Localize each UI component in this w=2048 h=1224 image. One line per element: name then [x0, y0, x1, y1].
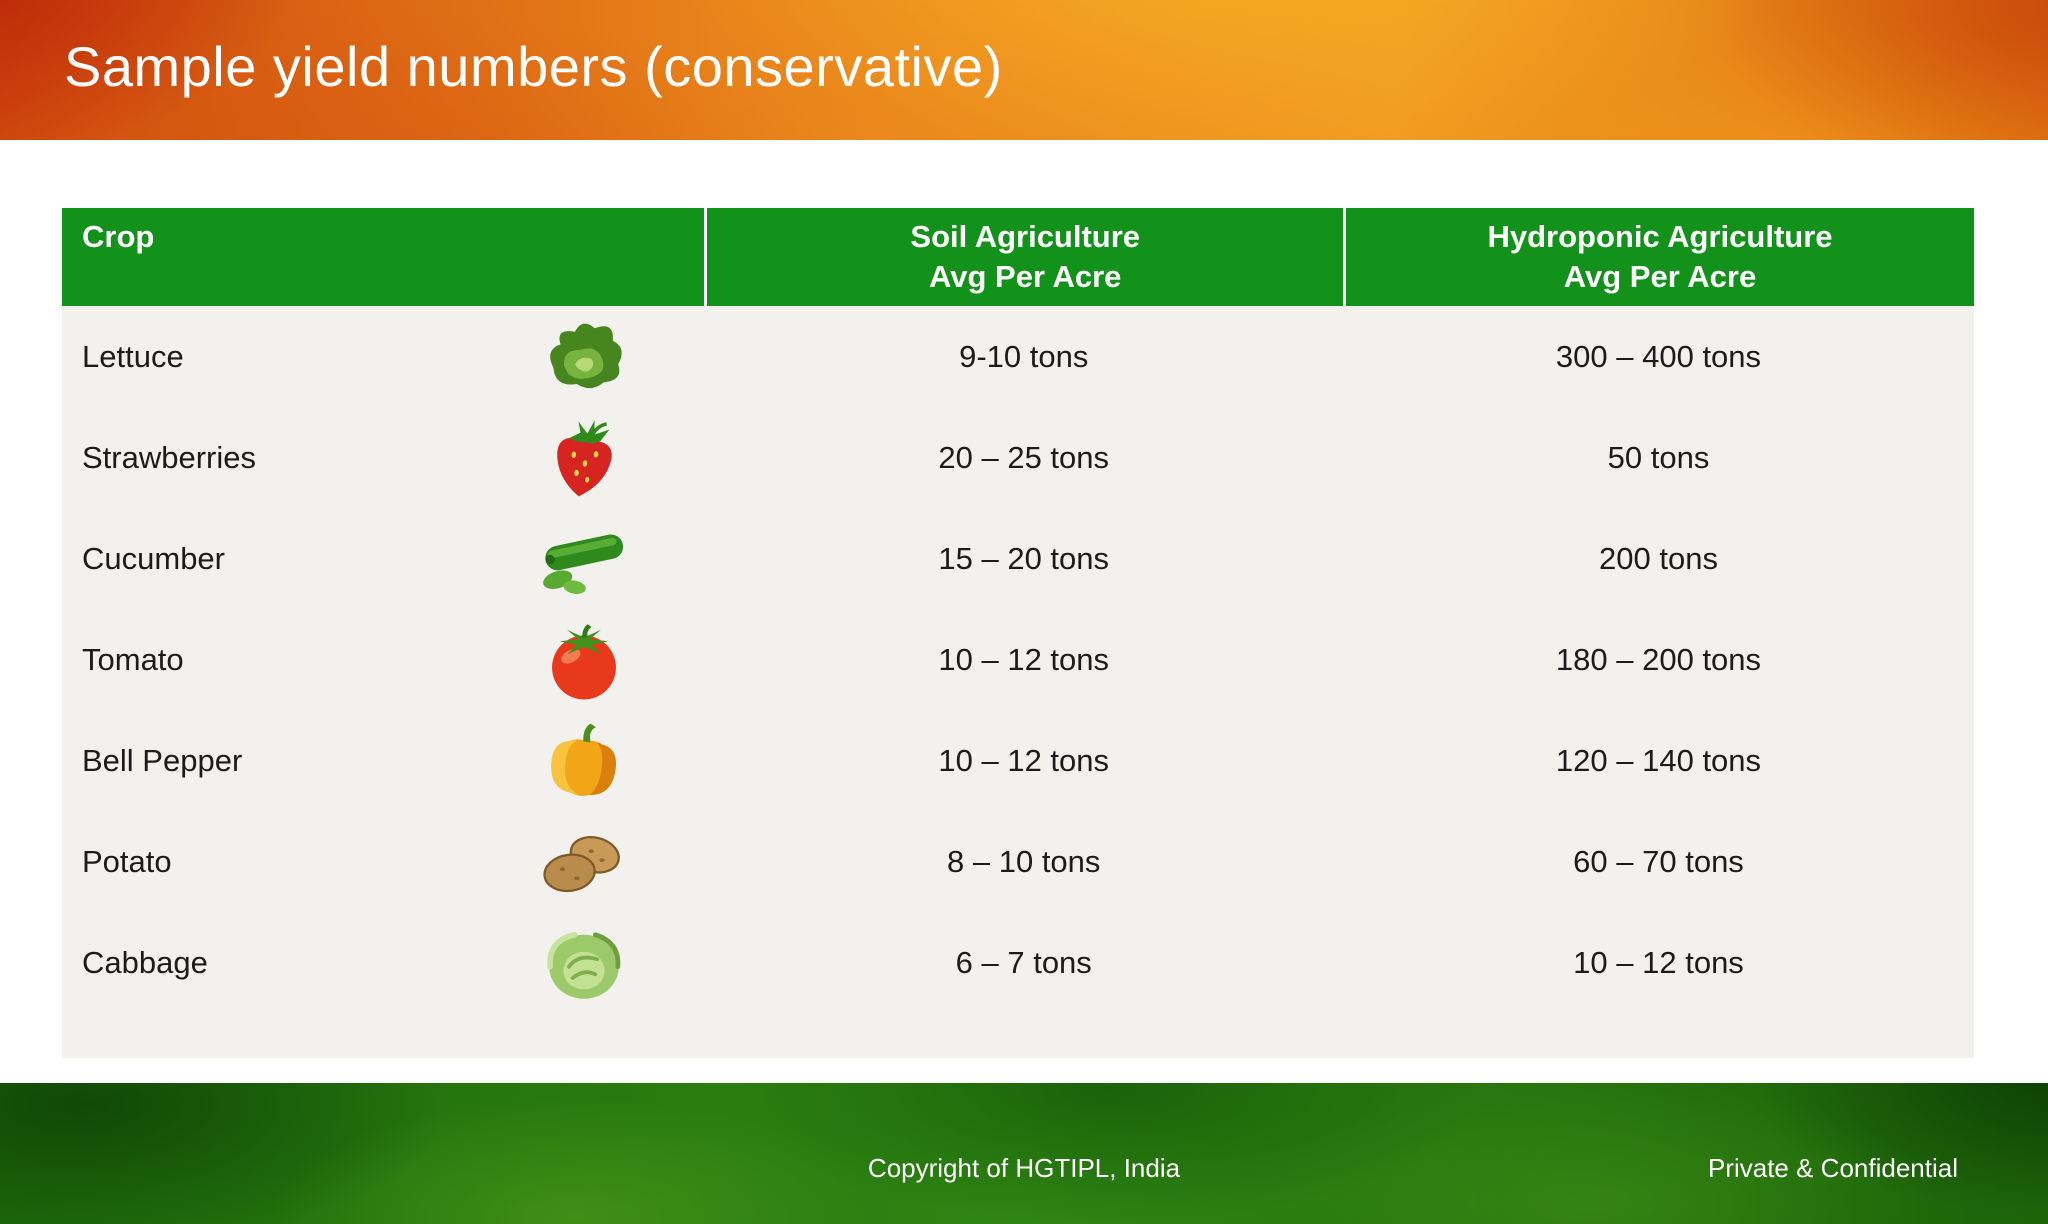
hydro-value: 50 tons — [1607, 439, 1710, 475]
header-soil-agriculture: Soil Agriculture Avg Per Acre — [704, 208, 1343, 306]
header-soil-line2: Avg Per Acre — [929, 259, 1122, 294]
table-body: Lettuce 9-10 tons 300 – 400 tons Strawbe… — [62, 306, 1974, 1013]
crop-name: Tomato — [82, 641, 184, 677]
strawberry-icon — [532, 408, 636, 508]
lettuce-icon — [532, 307, 636, 407]
table-row: Tomato 10 – 12 tons 180 – 200 tons — [62, 609, 1974, 710]
footer-confidential: Private & Confidential — [1707, 1153, 1958, 1183]
crop-cell: Cucumber — [62, 508, 704, 609]
soil-value: 10 – 12 tons — [938, 742, 1110, 778]
crop-cell: Potato — [62, 811, 704, 912]
page-title: Sample yield numbers (conservative) — [64, 35, 1003, 98]
cucumber-icon — [532, 509, 636, 609]
header-crop: Crop — [62, 208, 704, 306]
bell-pepper-icon — [532, 711, 636, 811]
header-hydro-line1: Hydroponic Agriculture — [1487, 219, 1833, 254]
table-row: Cabbage 6 – 7 tons 10 – 12 tons — [62, 912, 1974, 1013]
crop-cell: Lettuce — [62, 306, 704, 407]
table-row: Bell Pepper 10 – 12 tons 120 – 140 tons — [62, 710, 1974, 811]
header-soil-line1: Soil Agriculture — [910, 219, 1141, 254]
footer-copyright: Copyright of HGTIPL, India — [867, 1153, 1181, 1183]
soil-value: 10 – 12 tons — [938, 641, 1110, 677]
soil-value: 20 – 25 tons — [938, 439, 1110, 475]
table-row: Potato 8 – 10 tons 60 – 70 tons — [62, 811, 1974, 912]
crop-name: Lettuce — [82, 338, 184, 374]
crop-cell: Bell Pepper — [62, 710, 704, 811]
crop-cell: Tomato — [62, 609, 704, 710]
hydro-value: 180 – 200 tons — [1555, 641, 1762, 677]
soil-value: 8 – 10 tons — [947, 843, 1101, 879]
header-hydro-line2: Avg Per Acre — [1563, 259, 1757, 294]
hydro-value: 120 – 140 tons — [1555, 742, 1762, 778]
crop-name: Bell Pepper — [82, 742, 243, 778]
crop-name: Potato — [82, 843, 172, 879]
yield-table: Crop Soil Agriculture Avg Per Acre Hydro… — [62, 208, 1974, 1058]
crop-name: Cucumber — [82, 540, 225, 576]
tomato-icon — [532, 610, 636, 710]
soil-value: 15 – 20 tons — [938, 540, 1110, 576]
soil-value: 6 – 7 tons — [955, 944, 1092, 980]
table-row: Strawberries — [62, 407, 1974, 508]
hydro-value: 60 – 70 tons — [1573, 843, 1744, 879]
hydro-value: 10 – 12 tons — [1573, 944, 1744, 980]
header-band: Sample yield numbers (conservative) — [0, 0, 2048, 140]
crop-cell: Strawberries — [62, 407, 704, 508]
crop-cell: Cabbage — [62, 912, 704, 1013]
potato-icon — [532, 812, 636, 912]
table-header-row: Crop Soil Agriculture Avg Per Acre Hydro… — [62, 208, 1974, 306]
soil-value: 9-10 tons — [959, 338, 1089, 374]
hydro-value: 200 tons — [1599, 540, 1718, 576]
hydro-value: 300 – 400 tons — [1555, 338, 1762, 374]
table-row: Lettuce 9-10 tons 300 – 400 tons — [62, 306, 1974, 407]
footer-band: Copyright of HGTIPL, India Private & Con… — [0, 1083, 2048, 1224]
crop-name: Strawberries — [82, 439, 256, 475]
crop-name: Cabbage — [82, 944, 208, 980]
cabbage-icon — [532, 913, 636, 1013]
header-crop-label: Crop — [82, 219, 155, 254]
header-hydroponic-agriculture: Hydroponic Agriculture Avg Per Acre — [1343, 208, 1974, 306]
table-row: Cucumber 15 – 20 tons 200 tons — [62, 508, 1974, 609]
